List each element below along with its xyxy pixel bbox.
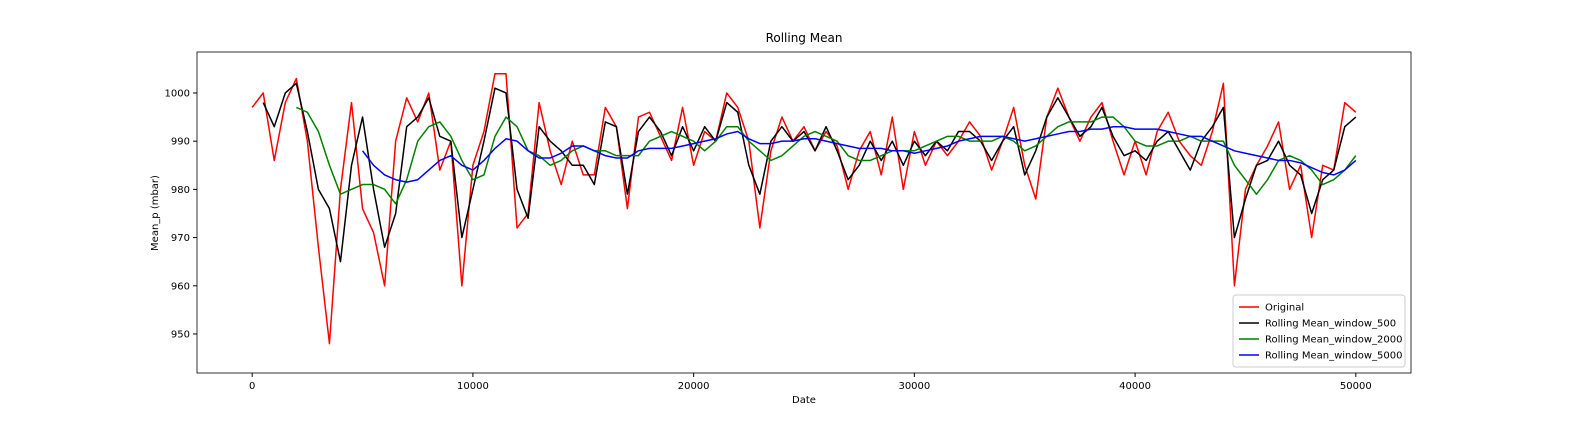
x-tick-label: 10000 xyxy=(457,381,489,392)
y-tick-label: 980 xyxy=(171,185,190,196)
series-line xyxy=(251,72,1357,345)
y-tick-label: 1000 xyxy=(165,88,190,99)
legend-label: Rolling Mean_window_5000 xyxy=(1265,351,1402,362)
x-axis-label: Date xyxy=(792,395,816,406)
y-tick-label: 990 xyxy=(171,137,190,148)
y-tick-label: 970 xyxy=(171,233,190,244)
legend-box xyxy=(1232,294,1406,368)
series-line xyxy=(361,125,1357,183)
legend-label: Rolling Mean_window_2000 xyxy=(1265,335,1402,346)
chart-title: Rolling Mean xyxy=(766,31,843,45)
y-tick-label: 960 xyxy=(171,281,190,292)
y-axis-label: Mean_p (mbar) xyxy=(150,175,161,251)
legend-label: Rolling Mean_window_500 xyxy=(1265,319,1396,330)
legend-label: Original xyxy=(1265,303,1304,314)
x-tick-label: 50000 xyxy=(1340,381,1372,392)
plot-frame xyxy=(196,51,1412,374)
y-tick-label: 950 xyxy=(171,329,190,340)
x-tick-label: 40000 xyxy=(1119,381,1151,392)
x-tick-label: 20000 xyxy=(678,381,710,392)
x-tick-label: 30000 xyxy=(898,381,930,392)
x-tick-label: 0 xyxy=(249,381,255,392)
series-line xyxy=(296,106,1357,205)
